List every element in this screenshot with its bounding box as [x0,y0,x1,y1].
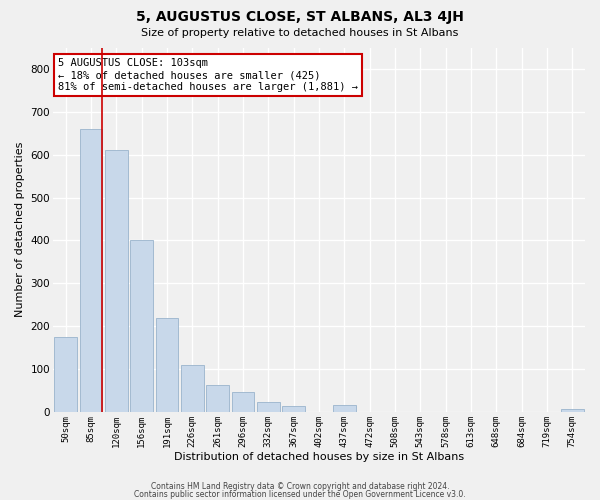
Text: Size of property relative to detached houses in St Albans: Size of property relative to detached ho… [142,28,458,38]
Bar [206,386,229,412]
X-axis label: Distribution of detached houses by size in St Albans: Distribution of detached houses by size … [174,452,464,462]
Bar [54,337,77,412]
Bar [232,392,254,412]
Bar [333,404,356,412]
Bar [561,409,584,412]
Text: Contains HM Land Registry data © Crown copyright and database right 2024.: Contains HM Land Registry data © Crown c… [151,482,449,491]
Y-axis label: Number of detached properties: Number of detached properties [15,142,25,318]
Bar [282,406,305,412]
Bar [155,318,178,412]
Bar [181,365,204,412]
Text: 5, AUGUSTUS CLOSE, ST ALBANS, AL3 4JH: 5, AUGUSTUS CLOSE, ST ALBANS, AL3 4JH [136,10,464,24]
Bar [80,129,103,412]
Bar [105,150,128,412]
Bar [130,240,153,412]
Bar [257,402,280,412]
Text: Contains public sector information licensed under the Open Government Licence v3: Contains public sector information licen… [134,490,466,499]
Text: 5 AUGUSTUS CLOSE: 103sqm
← 18% of detached houses are smaller (425)
81% of semi-: 5 AUGUSTUS CLOSE: 103sqm ← 18% of detach… [58,58,358,92]
